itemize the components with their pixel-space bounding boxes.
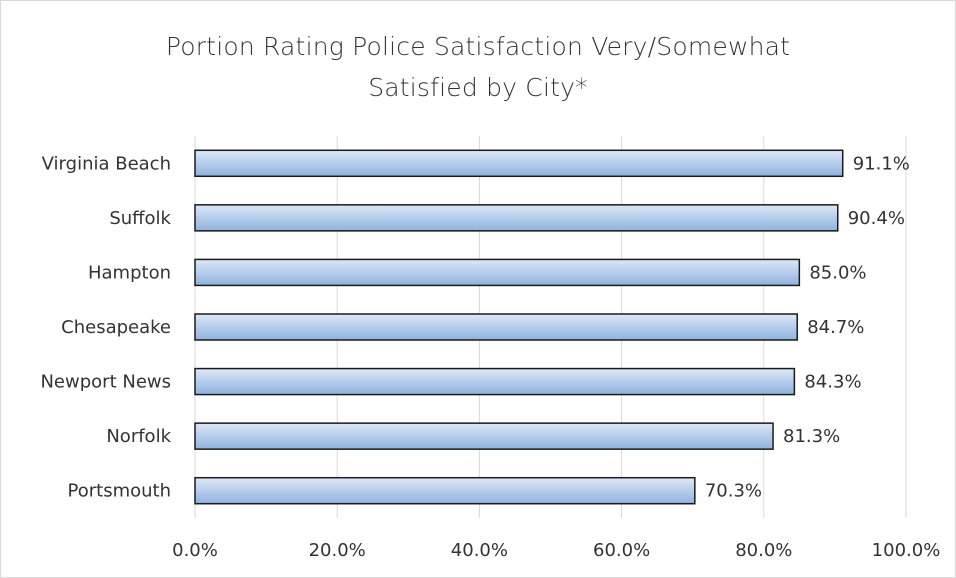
- y-tick-label: Norfolk: [106, 426, 171, 447]
- data-label: 91.1%: [853, 153, 910, 174]
- y-tick-label: Chesapeake: [61, 317, 171, 338]
- y-tick-label: Newport News: [40, 372, 171, 393]
- data-label: 70.3%: [705, 481, 762, 502]
- bar: [194, 149, 844, 178]
- y-tick-label: Virginia Beach: [42, 153, 171, 174]
- chart-title: Portion Rating Police Satisfaction Very/…: [165, 32, 791, 102]
- bar: [194, 476, 696, 505]
- x-tick-label: 80.0%: [735, 540, 792, 561]
- bar: [194, 204, 839, 232]
- bar: [194, 313, 798, 341]
- data-label: 85.0%: [809, 262, 866, 283]
- x-tick-label: 60.0%: [593, 540, 650, 561]
- bar: [194, 422, 774, 450]
- data-label: 81.3%: [783, 426, 840, 447]
- data-label: 90.4%: [848, 208, 905, 229]
- data-label: 84.3%: [804, 372, 861, 393]
- x-tick-label: 40.0%: [451, 540, 508, 561]
- y-tick-label: Suffolk: [109, 208, 171, 229]
- x-tick-label: 20.0%: [309, 540, 366, 561]
- y-tick-label: Hampton: [88, 262, 171, 283]
- bar: [194, 367, 796, 396]
- bar: [194, 258, 801, 287]
- x-tick-label: 0.0%: [172, 540, 218, 561]
- x-tick-label: 100.0%: [872, 540, 941, 561]
- y-tick-label: Portsmouth: [68, 481, 171, 502]
- data-label: 84.7%: [807, 317, 864, 338]
